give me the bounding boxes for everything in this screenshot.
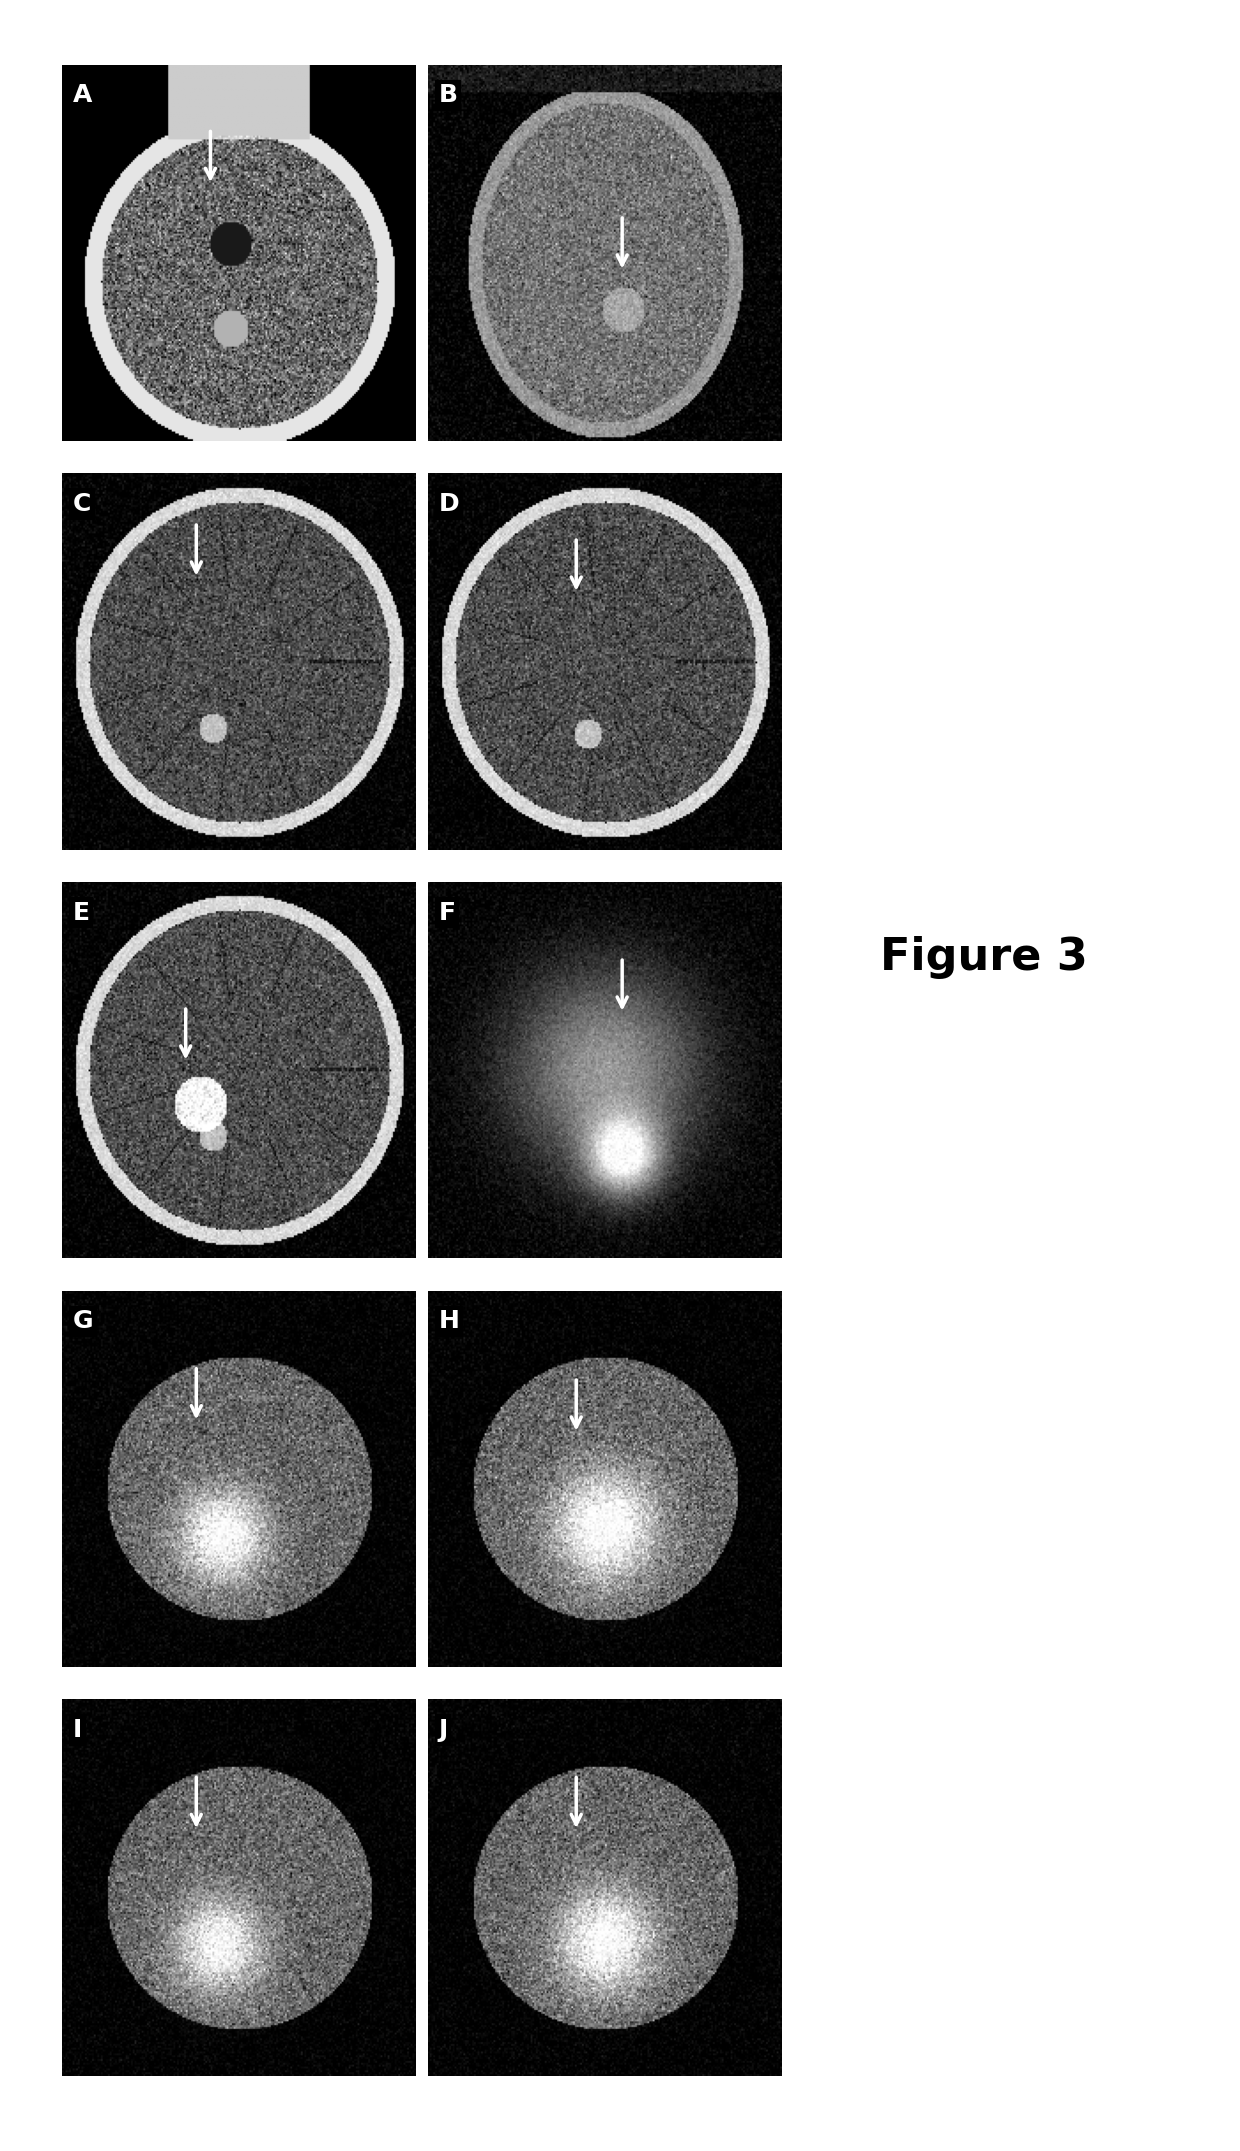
Text: C: C [73, 493, 91, 516]
Text: I: I [73, 1719, 82, 1742]
Text: J: J [439, 1719, 448, 1742]
Text: H: H [439, 1310, 459, 1334]
Text: A: A [73, 84, 92, 108]
Text: F: F [439, 901, 455, 925]
Text: B: B [439, 84, 458, 108]
Text: Figure 3: Figure 3 [880, 936, 1089, 979]
Text: G: G [73, 1310, 93, 1334]
Text: E: E [73, 901, 89, 925]
Text: D: D [439, 493, 459, 516]
